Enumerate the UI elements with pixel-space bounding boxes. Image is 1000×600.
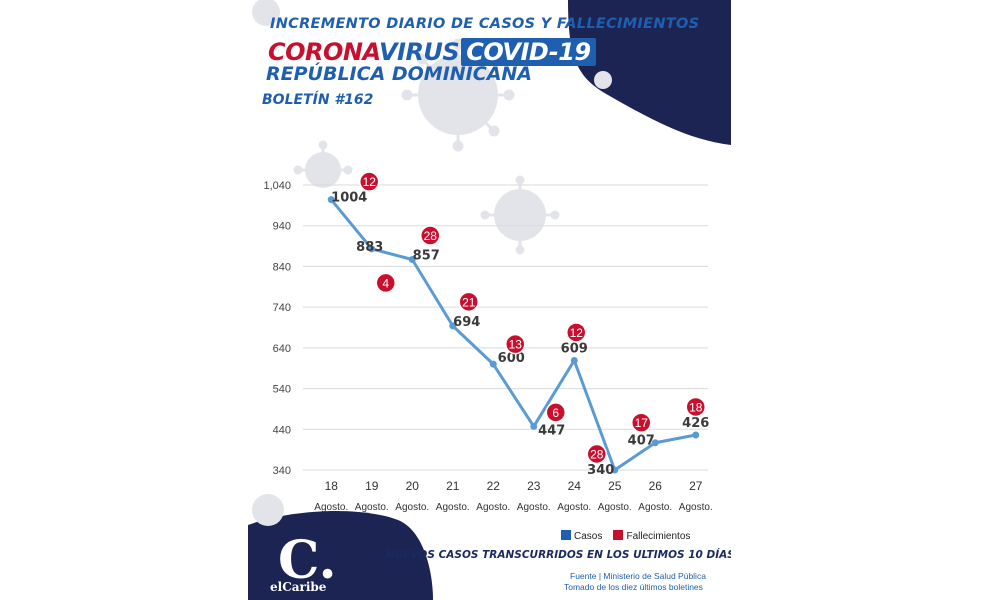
casos-point xyxy=(611,466,619,474)
casos-point xyxy=(692,431,700,439)
y-tick-label: 340 xyxy=(273,465,291,477)
fallecimientos-badge xyxy=(505,333,526,355)
casos-data-label: 609 xyxy=(561,341,588,356)
x-tick-label: 27 xyxy=(689,479,703,493)
x-tick-label: 19 xyxy=(365,479,379,493)
virus-decoration-icon xyxy=(252,0,612,526)
x-tick-label: 26 xyxy=(649,479,663,493)
fallecimientos-badge xyxy=(359,171,380,192)
casos-series-line xyxy=(330,198,697,472)
casos-point xyxy=(489,360,497,368)
x-tick-label: 20 xyxy=(406,479,420,493)
fallecimientos-data-label: 4 xyxy=(382,276,389,290)
fallecimientos-badge xyxy=(586,443,607,465)
legend-casos: Casos xyxy=(574,531,603,542)
fallecimientos-badge xyxy=(545,402,566,423)
fallecimientos-data-label: 28 xyxy=(424,229,438,243)
background-decoration xyxy=(248,0,731,600)
x-tick-sublabel: Agosto. xyxy=(679,502,713,513)
header-title-line1: INCREMENTO DIARIO DE CASOS Y FALLECIMIEN… xyxy=(270,16,700,32)
casos-point xyxy=(449,322,457,330)
casos-point xyxy=(651,439,659,447)
casos-data-label: 1004 xyxy=(331,191,367,206)
x-tick-label: 18 xyxy=(325,479,339,493)
x-tick-sublabel: Agosto. xyxy=(436,502,470,513)
fallecimientos-data-label: 6 xyxy=(552,406,559,420)
x-tick-label: 25 xyxy=(608,479,622,493)
fallecimientos-badge xyxy=(458,291,479,313)
bulletin-number: BOLETÍN #162 xyxy=(262,92,374,108)
fallecimientos-data-label: 21 xyxy=(462,295,476,309)
fallecimientos-data-label: 17 xyxy=(635,416,649,430)
header-title-line3: REPÚBLICA DOMINICANA xyxy=(266,63,533,85)
fallecimientos-data-label: 12 xyxy=(363,175,377,189)
y-tick-label: 740 xyxy=(273,302,291,314)
y-tick-label: 940 xyxy=(273,221,291,233)
chart-subtitle: NUEVOS CASOS TRANSCURRIDOS EN LOS ULTIMO… xyxy=(386,549,731,561)
header-title-line2: CORONAVIRUS COVID-19 xyxy=(268,38,596,66)
casos-point xyxy=(408,256,416,264)
x-tick-sublabel: Agosto. xyxy=(395,502,429,513)
source-line2: Tomado de los diez últimos boletines xyxy=(564,582,703,592)
virus-text: VIRUS xyxy=(378,38,460,66)
casos-data-label: 857 xyxy=(413,249,440,264)
y-tick-label: 1,040 xyxy=(263,180,291,192)
y-tick-label: 440 xyxy=(273,424,291,436)
x-tick-sublabel: Agosto. xyxy=(355,502,389,513)
fallecimientos-swatch xyxy=(613,530,624,540)
x-tick-sublabel: Agosto. xyxy=(557,502,591,513)
infographic-poster: INCREMENTO DIARIO DE CASOS Y FALLECIMIEN… xyxy=(248,0,731,600)
x-tick-label: 23 xyxy=(527,479,541,493)
fallecimientos-badge xyxy=(420,225,441,246)
fallecimientos-badge xyxy=(566,322,587,343)
casos-data-label: 407 xyxy=(628,434,655,449)
x-tick-sublabel: Agosto. xyxy=(476,502,510,513)
x-tick-sublabel: Agosto. xyxy=(517,502,551,513)
casos-data-label: 426 xyxy=(682,416,709,431)
casos-data-label: 340 xyxy=(587,463,614,478)
elcaribe-logo-name: elCaribe xyxy=(270,580,327,594)
casos-data-label: 447 xyxy=(538,423,565,438)
x-tick-label: 24 xyxy=(568,479,582,493)
covid-badge: COVID-19 xyxy=(461,38,596,66)
fallecimientos-badge xyxy=(375,272,396,294)
elcaribe-logo-mark: C. xyxy=(278,530,337,591)
casos-point xyxy=(368,245,376,253)
navy-corner-bottom xyxy=(248,510,433,600)
fallecimientos-data-label: 12 xyxy=(570,326,584,340)
fallecimientos-data-label: 28 xyxy=(590,448,604,462)
navy-corner-top xyxy=(568,0,731,145)
fallecimientos-data-label: 13 xyxy=(509,338,523,352)
casos-point xyxy=(530,422,538,430)
x-tick-sublabel: Agosto. xyxy=(638,502,672,513)
legend-fallecimientos: Fallecimientos xyxy=(626,531,691,542)
x-tick-sublabel: Agosto. xyxy=(314,502,348,513)
fallecimientos-data-label: 18 xyxy=(689,400,703,414)
line-chart: 1,040 940 840 740 640 540 440 340 18 Agosto. 19 Ago… xyxy=(263,171,713,513)
x-tick-sublabel: Agosto. xyxy=(598,502,632,513)
source-line1: Fuente | Ministerio de Salud Pública xyxy=(570,571,706,581)
fallecimientos-badge xyxy=(685,396,706,418)
fallecimientos-badge xyxy=(631,412,652,433)
casos-data-label: 694 xyxy=(453,315,480,330)
x-tick-label: 22 xyxy=(487,479,501,493)
x-tick-label: 21 xyxy=(446,479,460,493)
y-tick-label: 540 xyxy=(273,384,291,396)
casos-data-label: 600 xyxy=(498,351,525,366)
casos-data-label: 883 xyxy=(356,240,383,255)
y-tick-label: 640 xyxy=(273,343,291,355)
casos-point xyxy=(570,356,578,364)
casos-point xyxy=(327,196,335,204)
y-tick-label: 840 xyxy=(273,261,291,273)
casos-swatch xyxy=(561,530,571,540)
chart-legend: Casos Fallecimientos xyxy=(561,530,690,542)
corona-text: CORONA xyxy=(268,38,379,66)
